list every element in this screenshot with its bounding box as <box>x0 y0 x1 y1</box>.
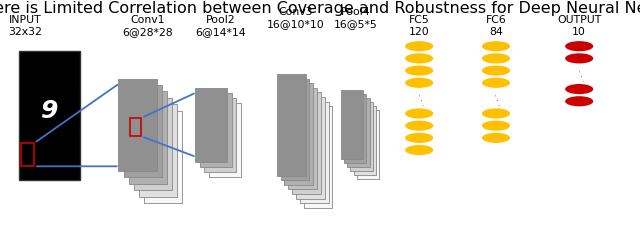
Circle shape <box>482 108 510 119</box>
Bar <box>292 92 321 194</box>
Text: There is Limited Correlation between Coverage and Robustness for Deep Neural Net: There is Limited Correlation between Cov… <box>0 1 640 16</box>
Bar <box>280 79 310 180</box>
Bar <box>344 94 367 163</box>
Text: OUTPUT
10: OUTPUT 10 <box>557 15 602 37</box>
Bar <box>341 90 364 159</box>
Bar <box>296 97 325 199</box>
Text: Conv1
6@28*28: Conv1 6@28*28 <box>122 15 173 37</box>
Circle shape <box>565 41 593 51</box>
Text: INPUT
32x32: INPUT 32x32 <box>9 15 42 37</box>
Text: 9: 9 <box>41 99 58 123</box>
Bar <box>19 51 80 180</box>
Circle shape <box>482 78 510 88</box>
Bar <box>130 118 141 136</box>
Bar <box>124 85 162 177</box>
Circle shape <box>565 96 593 106</box>
Text: Conv3
16@10*10: Conv3 16@10*10 <box>267 7 324 29</box>
Text: · · ·: · · · <box>413 93 426 109</box>
Bar <box>300 102 329 203</box>
Circle shape <box>482 133 510 143</box>
Text: FC5
120: FC5 120 <box>409 15 429 37</box>
Bar <box>134 98 172 190</box>
Text: Pool4
16@5*5: Pool4 16@5*5 <box>333 7 377 29</box>
Circle shape <box>482 121 510 131</box>
Bar <box>204 98 236 172</box>
Circle shape <box>405 78 433 88</box>
Bar <box>118 79 157 171</box>
Circle shape <box>405 108 433 119</box>
Circle shape <box>405 133 433 143</box>
Text: FC6
84: FC6 84 <box>486 15 506 37</box>
Bar <box>209 103 241 177</box>
Circle shape <box>405 53 433 64</box>
Bar <box>144 111 182 203</box>
Text: · · ·: · · · <box>573 69 586 84</box>
Bar <box>351 102 373 171</box>
Bar <box>129 91 167 184</box>
Circle shape <box>482 41 510 51</box>
Circle shape <box>405 66 433 76</box>
Bar <box>195 88 227 162</box>
Bar <box>21 143 34 166</box>
Bar <box>348 98 370 167</box>
Bar <box>304 106 333 208</box>
Circle shape <box>405 121 433 131</box>
Bar <box>357 110 380 179</box>
Bar <box>285 83 314 185</box>
Circle shape <box>482 66 510 76</box>
Bar <box>288 88 317 189</box>
Circle shape <box>405 41 433 51</box>
Bar <box>354 106 376 175</box>
Text: Pool2
6@14*14: Pool2 6@14*14 <box>195 15 246 37</box>
Circle shape <box>565 53 593 64</box>
Text: · · ·: · · · <box>490 93 502 109</box>
Bar <box>277 74 306 176</box>
Bar <box>139 104 177 197</box>
Circle shape <box>482 53 510 64</box>
Circle shape <box>565 84 593 94</box>
Bar <box>200 93 232 167</box>
Circle shape <box>405 145 433 155</box>
